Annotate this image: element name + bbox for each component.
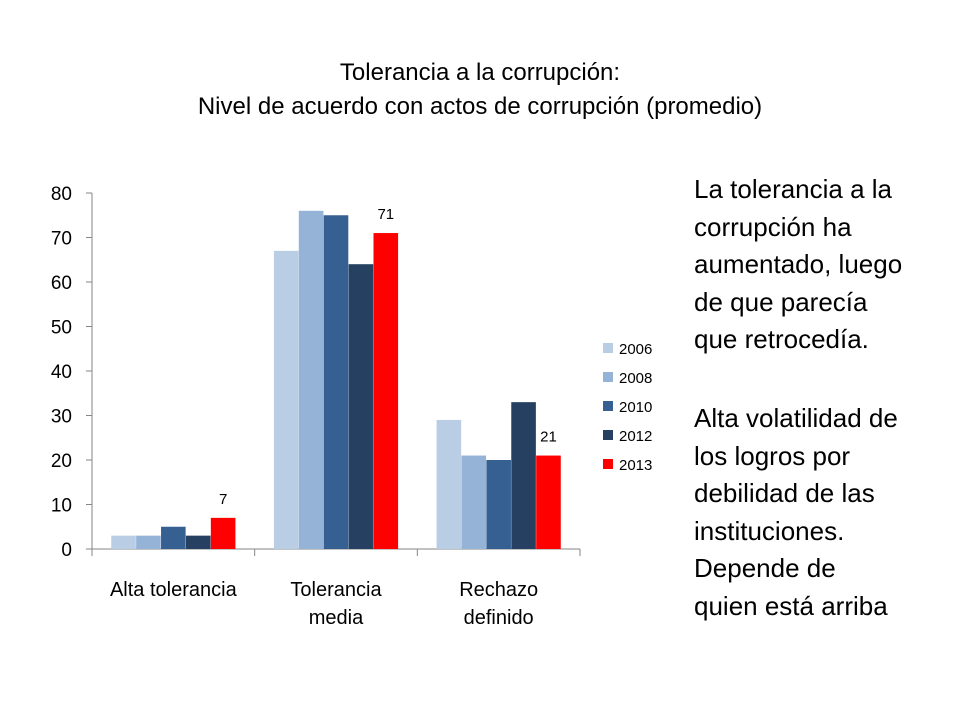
y-tick-label: 70 [51,229,72,250]
y-tick-label: 30 [51,407,72,428]
bar-2008-0 [136,535,161,549]
bar-2006-2 [436,419,462,549]
bar-2013-1 [373,233,399,550]
x-category-label: Rechazo [459,579,538,601]
bar-2010-0 [161,526,186,549]
title-line-1: Tolerancia a la corrupción: [339,59,621,86]
commentary-1-line: La tolerancia a la [694,174,893,204]
commentary-1-line: aumentado, luego [694,249,903,279]
x-category-label: media [309,607,364,629]
x-category-label: Alta tolerancia [110,579,238,601]
bar-2010-2 [486,460,511,549]
bar-2008-1 [298,210,324,550]
legend-label: 2006 [619,341,652,358]
bar-2006-0 [111,535,136,549]
commentary-2-line: instituciones. [694,515,845,546]
y-tick-label: 80 [51,184,72,205]
bar-2006-1 [273,250,299,549]
y-tick-label: 50 [51,318,72,339]
data-label: 71 [377,206,394,223]
data-label: 21 [540,429,557,446]
x-category-label: Tolerancia [290,579,382,601]
y-tick-label: 0 [61,540,72,561]
y-tick-label: 60 [51,273,72,294]
chart-title: Tolerancia a la corrupción: Nivel de acu… [0,56,960,124]
commentary-1-line: corrupción ha [694,211,852,242]
data-label: 7 [219,491,227,508]
legend-label: 2008 [619,370,652,387]
bar-2008-2 [461,455,487,549]
commentary-2-line: debilidad de las [694,478,875,508]
bar-2013-2 [536,455,561,549]
legend-label: 2013 [619,457,652,474]
title-line-2: Nivel de acuerdo con actos de corrupción… [197,93,763,120]
commentary-1-line: de que parecía [694,286,868,317]
commentary-1-line: que retrocedía. [694,324,869,354]
bar-2010-1 [323,215,349,549]
legend-swatch-2010 [603,401,613,411]
bar-2013-0 [210,517,236,549]
y-tick-label: 40 [51,362,72,383]
commentary-2-line: Alta volatilidad de [694,403,898,433]
commentary-paragraph-2: Alta volatilidad de los logros por debilid… [694,400,956,625]
x-category-label: definido [464,607,534,629]
bar-2012-0 [185,535,211,549]
y-tick-label: 10 [51,496,72,517]
y-tick-label: 20 [51,451,72,472]
commentary-2-line: los logros por [694,440,851,471]
commentary-paragraph-1: La tolerancia a la corrupción ha aumentado… [694,171,956,359]
legend-swatch-2006 [603,343,613,353]
legend-swatch-2013 [603,459,613,469]
legend-swatch-2008 [603,372,613,382]
bar-2012-2 [511,402,536,549]
bar-2012-1 [348,264,374,549]
legend-label: 2012 [619,428,652,445]
legend-swatch-2012 [603,430,613,440]
commentary-2-line: Depende de [694,553,836,583]
legend-label: 2010 [619,399,652,416]
commentary-2-line: quien está arriba [694,590,888,621]
